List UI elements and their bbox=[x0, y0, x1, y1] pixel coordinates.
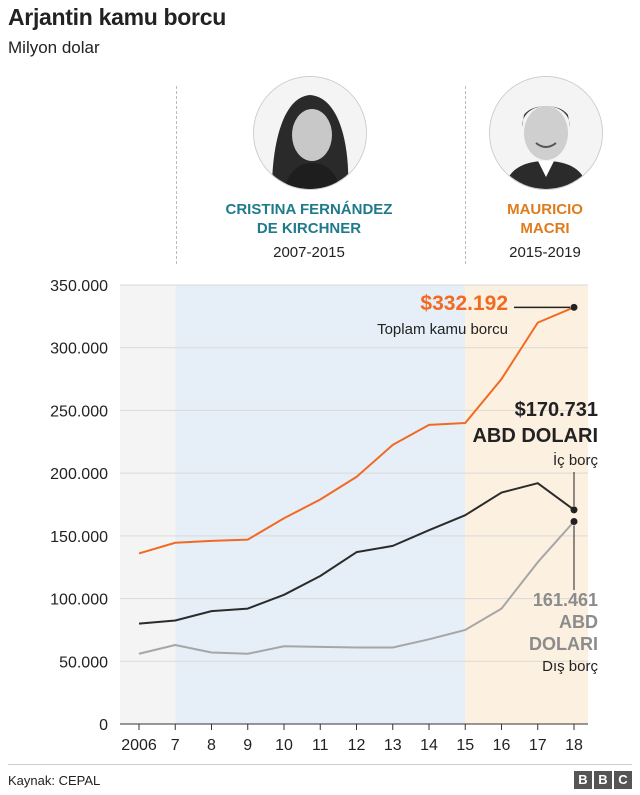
y-tick-label: 200.000 bbox=[50, 466, 108, 483]
total-debt-value-label: $332.192 bbox=[420, 292, 508, 315]
x-tick-label: 14 bbox=[420, 737, 438, 754]
y-tick-label: 350.000 bbox=[50, 278, 108, 295]
y-tick-label: 250.000 bbox=[50, 403, 108, 420]
x-tick-label: 8 bbox=[207, 737, 216, 754]
y-tick-label: 0 bbox=[99, 717, 108, 734]
x-tick-label: 16 bbox=[493, 737, 511, 754]
macri-name: MAURICIO MACRI bbox=[425, 200, 640, 238]
foreign-debt-series-label: Dış borç bbox=[542, 658, 598, 675]
footer-divider bbox=[8, 764, 632, 765]
kirchner-period-band bbox=[175, 285, 466, 724]
bbc-logo-letter: B bbox=[594, 771, 612, 789]
chart-title: Arjantin kamu borcu bbox=[8, 4, 226, 30]
kirchner-name-line2: DE KIRCHNER bbox=[256, 220, 362, 237]
x-tick-label: 12 bbox=[348, 737, 366, 754]
foreign-debt-point-end-marker bbox=[570, 517, 578, 525]
x-tick-label: 17 bbox=[529, 737, 547, 754]
kirchner-portrait bbox=[253, 76, 367, 190]
total-debt-point-end-marker bbox=[570, 303, 578, 311]
y-tick-label: 50.000 bbox=[59, 654, 108, 671]
x-tick-label: 11 bbox=[312, 737, 329, 754]
total-debt-line bbox=[138, 306, 575, 555]
y-tick-label: 300.000 bbox=[50, 341, 108, 358]
kirchner-years: 2007-2015 bbox=[273, 244, 345, 261]
foreign-debt-unit-label: ABD bbox=[559, 612, 598, 632]
total-debt-series-label: Toplam kamu borcu bbox=[377, 321, 508, 338]
domestic-debt-unit-label: ABD DOLARI bbox=[472, 425, 598, 447]
x-tick-label: 2006 bbox=[121, 737, 157, 754]
debt-line-chart: 0 50.000 100.000 150.000 200.000 250.000 300.0… bbox=[50, 278, 599, 754]
x-tick-label: 13 bbox=[384, 737, 402, 754]
header-divider-left bbox=[176, 86, 177, 264]
x-tick-label: 10 bbox=[275, 737, 293, 754]
y-tick-label: 150.000 bbox=[50, 529, 108, 546]
macri-name-line1: MAURICIO bbox=[507, 201, 583, 218]
bbc-logo-letter: C bbox=[614, 771, 632, 789]
domestic-debt-series-label: İç borç bbox=[553, 451, 599, 469]
bbc-logo-letter: B bbox=[574, 771, 592, 789]
macri-years: 2015-2019 bbox=[509, 244, 581, 261]
x-tick-label: 18 bbox=[565, 737, 583, 754]
domestic-debt-line bbox=[138, 482, 575, 625]
x-tick-label: 7 bbox=[171, 737, 180, 754]
foreign-debt-unit-label: DOLARI bbox=[529, 634, 598, 654]
foreign-debt-line bbox=[138, 520, 575, 655]
kirchner-name: CRISTINA FERNÁNDEZ DE KIRCHNER bbox=[189, 200, 429, 238]
foreign-debt-value-label: 161.461 bbox=[533, 590, 598, 610]
x-tick-label: 15 bbox=[456, 737, 474, 754]
bbc-logo: B B C bbox=[574, 771, 632, 789]
source-note: Kaynak: CEPAL bbox=[8, 773, 101, 788]
kirchner-name-line1: CRISTINA FERNÁNDEZ bbox=[225, 201, 393, 218]
pre-period-band bbox=[120, 285, 176, 724]
domestic-debt-value-label: $170.731 bbox=[515, 399, 598, 421]
macri-name-line2: MACRI bbox=[520, 220, 570, 237]
x-tick-label: 9 bbox=[243, 737, 252, 754]
y-tick-label: 100.000 bbox=[50, 592, 108, 609]
header-divider-right bbox=[465, 86, 466, 264]
domestic-debt-point-end-marker bbox=[570, 506, 578, 514]
chart-subtitle: Milyon dolar bbox=[8, 38, 100, 57]
macri-portrait bbox=[489, 76, 603, 190]
